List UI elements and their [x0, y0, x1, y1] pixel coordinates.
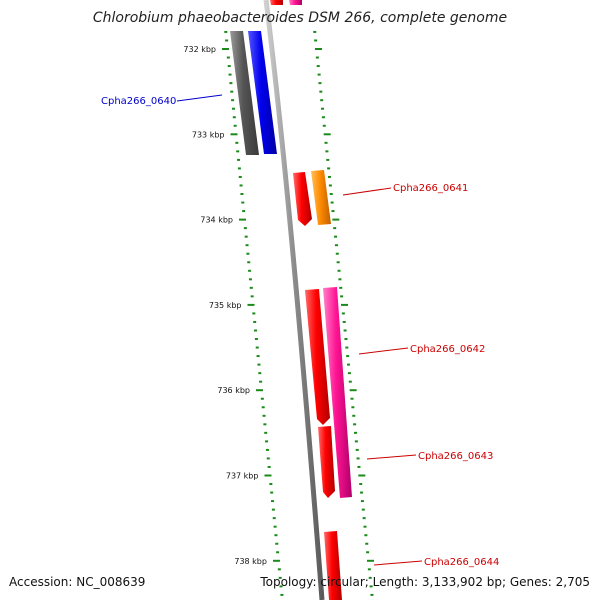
- tick-label: 732 kbp: [183, 45, 216, 54]
- gene-label-0643[interactable]: Cpha266_0643: [418, 451, 493, 462]
- gene-label-0644[interactable]: Cpha266_0644: [424, 557, 499, 568]
- genome-summary-text: Topology: circular; Length: 3,133,902 bp…: [260, 575, 590, 589]
- feature-red-0644: [324, 531, 342, 600]
- tick-label-group: 732 kbp 733 kbp 734 kbp 735 kbp 736 kbp 737 k…: [183, 45, 267, 566]
- feature-pink-top: [289, 0, 302, 5]
- tick-label: 733 kbp: [192, 130, 225, 139]
- leader-0640: [176, 94, 223, 102]
- feature-red-0643: [318, 426, 335, 498]
- feature-red-top: [270, 0, 283, 5]
- feature-blue-0640: [248, 31, 277, 154]
- leader-0644: [373, 560, 423, 566]
- tick-label: 736 kbp: [217, 386, 250, 395]
- tick-marks: [222, 30, 374, 596]
- gene-label-0641[interactable]: Cpha266_0641: [393, 183, 468, 194]
- accession-text: Accession: NC_008639: [9, 575, 146, 589]
- feature-red-0641: [293, 172, 312, 226]
- feature-red-0642: [305, 289, 330, 425]
- genome-backbone: [263, 0, 325, 600]
- gene-labels: Cpha266_0640 Cpha266_0641 Cpha266_0642 C…: [101, 96, 499, 568]
- gene-label-0642[interactable]: Cpha266_0642: [410, 344, 485, 355]
- feature-gray-0640: [230, 31, 259, 155]
- leader-lines: [176, 94, 423, 566]
- tick-label: 737 kbp: [226, 472, 259, 481]
- leader-0642: [358, 347, 409, 355]
- gene-label-0640[interactable]: Cpha266_0640: [101, 96, 176, 107]
- feature-group: [230, 0, 352, 600]
- feature-pink-0642: [323, 287, 352, 498]
- tick-label: 734 kbp: [200, 216, 233, 225]
- leader-0643: [366, 454, 417, 460]
- tick-label: 738 kbp: [234, 557, 267, 566]
- tick-label: 735 kbp: [209, 301, 242, 310]
- feature-orange-0641: [311, 170, 331, 225]
- leader-0641: [342, 187, 392, 196]
- map-title: Chlorobium phaeobacteroides DSM 266, com…: [92, 10, 508, 26]
